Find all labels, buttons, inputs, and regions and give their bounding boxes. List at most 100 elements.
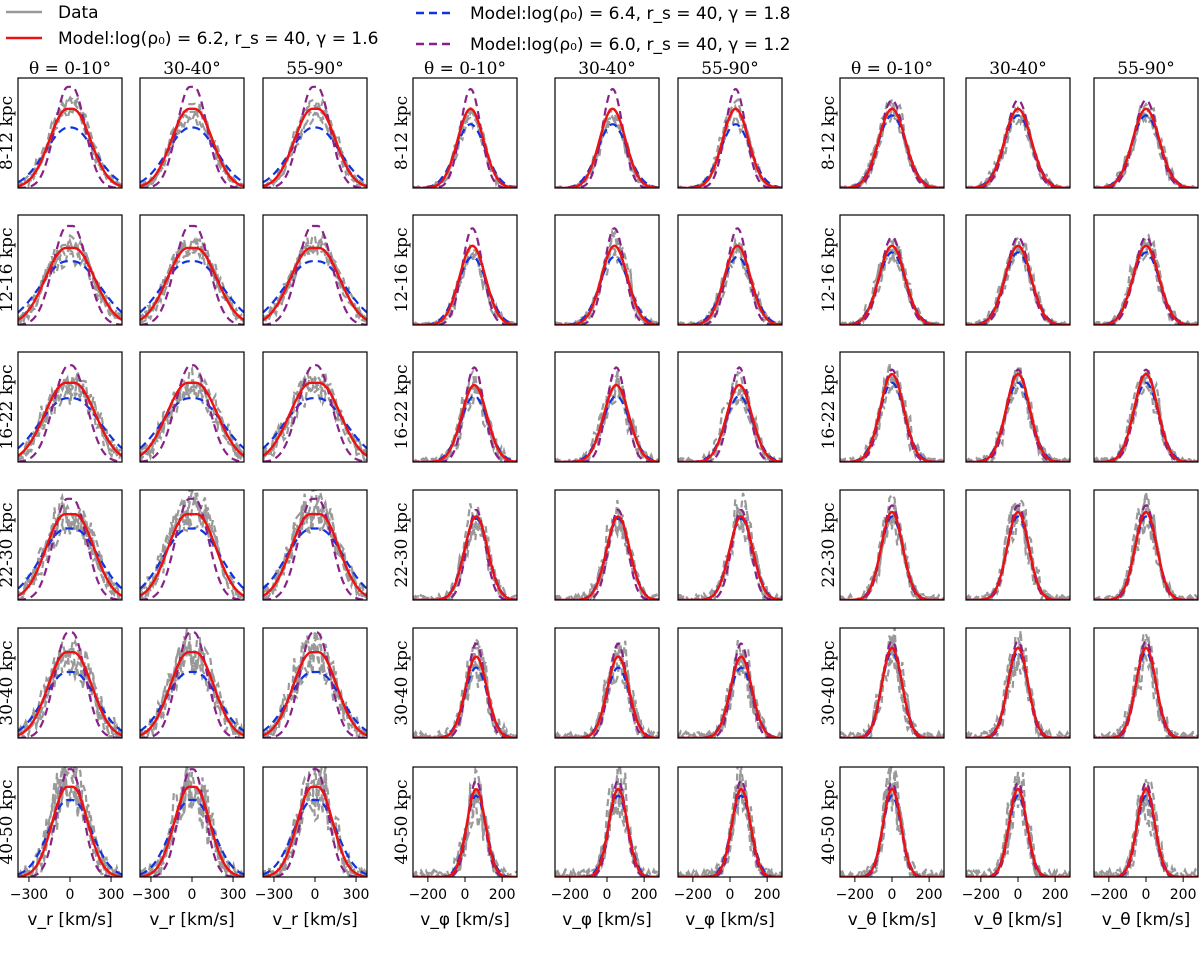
series-blue-curve (840, 114, 944, 188)
series-data-curve (263, 233, 367, 322)
series-data-curve (555, 638, 659, 738)
series-red-curve (18, 513, 122, 597)
panel-frame (677, 77, 783, 189)
series-blue-curve (18, 798, 122, 876)
series-red-curve (18, 381, 122, 457)
series-data-curve (555, 229, 659, 325)
panel-vtheta-r0-c1 (965, 77, 1071, 189)
panel-frame (1093, 489, 1199, 601)
panel-frame (677, 489, 783, 601)
panel-frame (1093, 627, 1199, 739)
row-label: 12-16 kpc (819, 227, 839, 312)
panel-frame (839, 766, 945, 878)
series-data-curve (678, 112, 782, 188)
series-red-curve (1094, 787, 1198, 877)
series-purple-curve (678, 508, 782, 600)
series-data-curve (413, 106, 517, 188)
series-blue-curve (555, 123, 659, 188)
series-blue-curve (140, 527, 244, 590)
panel-vtheta-r5-c2: −200 0 200 v_θ [km/s] (1090, 766, 1199, 930)
panel-vr-r2-c0 (17, 351, 123, 463)
panel-frame (412, 351, 518, 463)
series-data-curve (678, 639, 782, 738)
series-data-curve (678, 106, 782, 188)
series-red-curve (140, 513, 244, 597)
series-data-curve (840, 370, 944, 462)
series-blue-curve (263, 126, 367, 184)
panel-plot-area (840, 767, 944, 877)
panel-plot-area (678, 639, 782, 738)
series-red-curve (678, 787, 782, 877)
panel-frame (262, 489, 368, 601)
series-data-curve (840, 95, 944, 188)
series-purple-curve (840, 235, 944, 325)
column-title: 55-90° (1117, 59, 1175, 79)
series-purple-curve (263, 364, 367, 462)
panel-vphi-r4-c0 (412, 627, 518, 739)
panel-plot-area (1094, 633, 1198, 738)
x-tick-label: 200 (489, 887, 516, 903)
legend: Data Model:log(ρ₀) = 6.2, r_s = 40, γ = … (6, 3, 790, 55)
series-data-curve (840, 767, 944, 877)
series-red-curve (840, 244, 944, 325)
panel-plot-area (966, 364, 1070, 462)
series-blue-curve (140, 397, 244, 450)
series-red-curve (555, 244, 659, 325)
series-purple-curve (18, 768, 122, 877)
series-data-curve (140, 384, 244, 462)
panel-frame (965, 489, 1071, 601)
series-data-curve (966, 496, 1070, 600)
series-data-curve (413, 643, 517, 738)
series-data-curve (1094, 779, 1198, 877)
series-red-curve (678, 655, 782, 738)
series-blue-curve (18, 126, 122, 184)
series-blue-curve (1094, 114, 1198, 188)
series-purple-curve (413, 227, 517, 325)
panel-plot-area (678, 227, 782, 325)
series-data-curve (18, 241, 122, 325)
legend-label-data: Data (58, 3, 99, 23)
panel-plot-area (140, 85, 244, 188)
series-blue-curve (966, 114, 1070, 188)
panel-plot-area (840, 95, 944, 188)
panel-frame (262, 627, 368, 739)
series-red-curve (413, 655, 517, 738)
panel-plot-area (1094, 491, 1198, 600)
series-data-curve (1094, 491, 1198, 600)
panel-vphi-r1-c1 (554, 214, 660, 326)
x-tick-label: 300 (98, 887, 125, 903)
panel-plot-area (18, 767, 122, 877)
panel-frame (139, 351, 245, 463)
panel-vr-r3-c2 (262, 489, 368, 601)
panel-vtheta-r3-c2 (1093, 489, 1199, 601)
panel-frame (554, 627, 660, 739)
series-purple-curve (840, 98, 944, 188)
panel-vtheta-r2-c0 (839, 351, 945, 463)
series-purple-curve (555, 227, 659, 325)
panel-frame (17, 77, 123, 189)
series-blue-curve (966, 515, 1070, 600)
series-blue-curve (18, 670, 122, 732)
x-tick-label: −200 (836, 887, 874, 903)
panel-vr-r0-c1 (139, 77, 245, 189)
series-red-curve (263, 107, 367, 188)
series-data-curve (1094, 371, 1198, 462)
panel-frame (1093, 766, 1199, 878)
series-red-curve (140, 246, 244, 321)
panel-plot-area (263, 85, 367, 188)
series-data-curve (413, 381, 517, 462)
row-label: 22-30 kpc (0, 502, 17, 587)
series-red-curve (140, 651, 244, 737)
series-data-curve (555, 499, 659, 600)
panel-vphi-r5-c2: −200 0 200 v_φ [km/s] (674, 766, 783, 930)
series-blue-curve (555, 255, 659, 325)
series-data-curve (140, 366, 244, 462)
series-data-curve (18, 505, 122, 600)
series-data-curve (140, 378, 244, 462)
series-red-curve (413, 383, 517, 462)
panel-frame (839, 214, 945, 326)
panel-vphi-r0-c2 (677, 77, 783, 189)
series-data-curve (140, 641, 244, 738)
series-blue-curve (263, 527, 367, 590)
x-tick-label: −200 (409, 887, 447, 903)
